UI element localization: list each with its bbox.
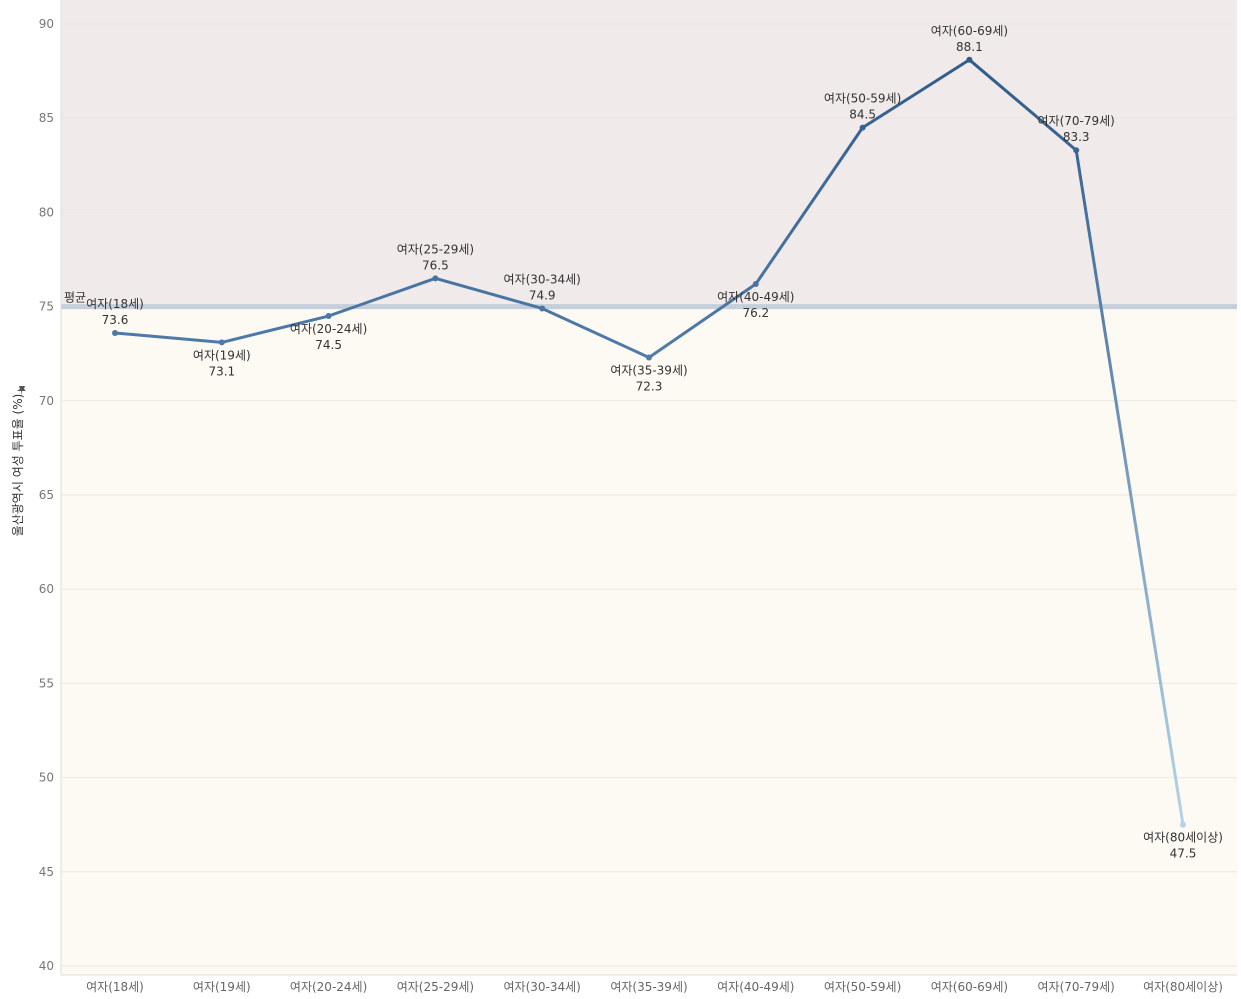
y-tick-label: 80 <box>39 205 54 219</box>
x-tick-label: 여자(19세) <box>193 980 251 994</box>
y-tick-label: 50 <box>39 771 54 785</box>
x-tick-label: 여자(25-29세) <box>397 980 474 994</box>
x-tick-label: 여자(70-79세) <box>1038 980 1115 994</box>
x-tick-label: 여자(40-49세) <box>717 980 794 994</box>
x-tick-label: 여자(20-24세) <box>290 980 367 994</box>
background-bands <box>61 0 1237 976</box>
data-labels: 여자(18세)73.6여자(19세)73.1여자(20-24세)74.5여자(2… <box>86 24 1223 861</box>
data-label-category: 여자(25-29세) <box>397 242 474 256</box>
data-label: 여자(60-69세) 88.1 <box>931 24 1008 54</box>
x-tick-label: 여자(50-59세) <box>824 980 901 994</box>
data-point <box>966 56 973 63</box>
y-tick-label: 65 <box>39 488 54 502</box>
data-point <box>112 329 118 336</box>
data-point <box>752 280 759 287</box>
pin-icon-shape <box>17 386 26 396</box>
y-tick-label: 90 <box>39 17 54 31</box>
data-point <box>859 124 866 131</box>
reference-line: 평균 <box>61 291 1237 310</box>
data-point <box>1180 821 1186 828</box>
data-label-value: 76.2 <box>742 306 769 320</box>
data-label-category: 여자(50-59세) <box>824 92 901 106</box>
average-line-label: 평균 <box>64 291 86 305</box>
line-segment <box>861 58 971 130</box>
line-segment <box>220 314 331 344</box>
y-axis-title-group: 울산광역시 여성 투표율 (%) <box>11 386 26 536</box>
data-label: 여자(40-49세) 76.2 <box>717 290 794 320</box>
data-label-value: 74.9 <box>529 288 556 302</box>
line-segment <box>1074 148 1185 827</box>
data-label-category: 여자(70-79세) <box>1038 114 1115 128</box>
line-segment <box>967 58 1078 152</box>
data-point <box>1073 147 1080 154</box>
data-label-category: 여자(20-24세) <box>290 322 367 336</box>
data-label-value: 88.1 <box>956 40 983 54</box>
x-tick-label: 여자(80세이상) <box>1143 980 1223 994</box>
y-tick-label: 85 <box>39 111 54 125</box>
data-label-value: 74.5 <box>315 338 342 352</box>
data-label-category: 여자(40-49세) <box>717 290 794 304</box>
data-label: 여자(70-79세) 83.3 <box>1038 114 1115 144</box>
line-segment <box>433 276 544 310</box>
data-label-value: 73.6 <box>102 313 129 327</box>
data-label-value: 83.3 <box>1063 130 1090 144</box>
data-label: 여자(80세이상) 47.5 <box>1143 831 1223 861</box>
y-axis-title: 울산광역시 여성 투표율 (%) <box>11 394 25 537</box>
y-tick-label: 40 <box>39 959 54 973</box>
data-point <box>646 354 652 361</box>
series-line <box>113 58 1185 827</box>
line-segment <box>647 282 758 359</box>
band-below-average <box>61 306 1237 976</box>
data-point <box>218 339 225 346</box>
data-label-value: 47.5 <box>1170 847 1197 861</box>
data-label-value: 84.5 <box>849 108 876 122</box>
data-label-category: 여자(80세이상) <box>1143 831 1223 845</box>
data-label-category: 여자(18세) <box>86 297 144 311</box>
x-tick-label: 여자(35-39세) <box>610 980 687 994</box>
line-segment <box>540 306 651 359</box>
y-axis: 40 45 50 55 60 65 70 75 80 85 90 <box>39 0 62 975</box>
data-label: 여자(35-39세) 72.3 <box>610 363 687 393</box>
gridlines <box>61 23 1237 967</box>
data-label: 여자(19세) 73.1 <box>193 348 251 378</box>
line-segment <box>754 126 865 286</box>
y-tick-label: 45 <box>39 865 54 879</box>
x-tick-label: 여자(18세) <box>86 980 144 994</box>
line-segment <box>113 331 224 344</box>
data-point <box>325 313 332 320</box>
data-label: 여자(25-29세) 76.5 <box>397 242 474 272</box>
data-label-value: 76.5 <box>422 258 449 272</box>
data-label-value: 72.3 <box>636 379 663 393</box>
data-label-category: 여자(30-34세) <box>504 272 581 286</box>
x-tick-label: 여자(30-34세) <box>504 980 581 994</box>
data-label-category: 여자(35-39세) <box>610 363 687 377</box>
data-points <box>112 56 1186 828</box>
data-label-category: 여자(19세) <box>193 348 251 362</box>
data-label: 여자(50-59세) 84.5 <box>824 92 901 122</box>
data-label-category: 여자(60-69세) <box>931 24 1008 38</box>
x-axis: 여자(18세) 여자(19세) 여자(20-24세) 여자(25-29세) 여자(30-… <box>61 974 1237 994</box>
data-point <box>432 275 439 282</box>
line-segment <box>327 276 437 318</box>
band-above-average <box>61 0 1237 307</box>
y-tick-label: 60 <box>39 582 54 596</box>
x-tick-label: 여자(60-69세) <box>931 980 1008 994</box>
data-label: 여자(20-24세) 74.5 <box>290 322 367 352</box>
data-label: 여자(30-34세) 74.9 <box>504 272 581 302</box>
y-tick-label: 75 <box>39 300 54 314</box>
y-tick-label: 55 <box>39 676 54 690</box>
data-label-value: 73.1 <box>208 364 235 378</box>
y-tick-label: 70 <box>39 394 54 408</box>
data-point <box>539 305 546 312</box>
data-label: 여자(18세) 73.6 <box>86 297 144 327</box>
pin-icon[interactable] <box>17 386 26 396</box>
